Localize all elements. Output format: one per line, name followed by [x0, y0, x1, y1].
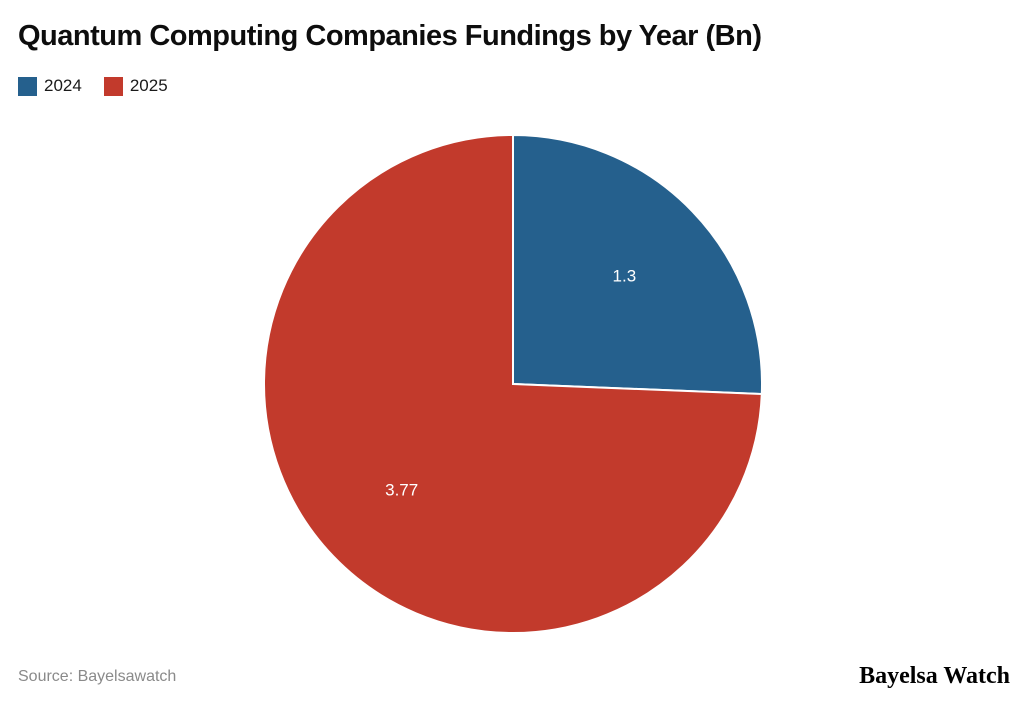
chart-title: Quantum Computing Companies Fundings by … — [18, 20, 762, 52]
legend-item-2024: 2024 — [18, 76, 82, 96]
legend-item-2025: 2025 — [103, 76, 168, 96]
legend-label-2024: 2024 — [44, 76, 82, 95]
source-credit: Source: Bayelsawatch — [18, 668, 177, 685]
legend: 2024 2025 — [18, 76, 168, 96]
slice-value-label-2024: 1.3 — [613, 267, 637, 286]
legend-label-2025: 2025 — [129, 76, 168, 95]
pie-slice-2024 — [512, 133, 763, 396]
brand-wordmark: Bayelsa Watch — [859, 663, 1010, 689]
legend-swatch-2025 — [103, 76, 123, 96]
pie-slice-2025 — [263, 133, 763, 634]
slice-value-label-2025: 3.77 — [385, 480, 418, 499]
legend-swatch-2024 — [18, 76, 37, 96]
